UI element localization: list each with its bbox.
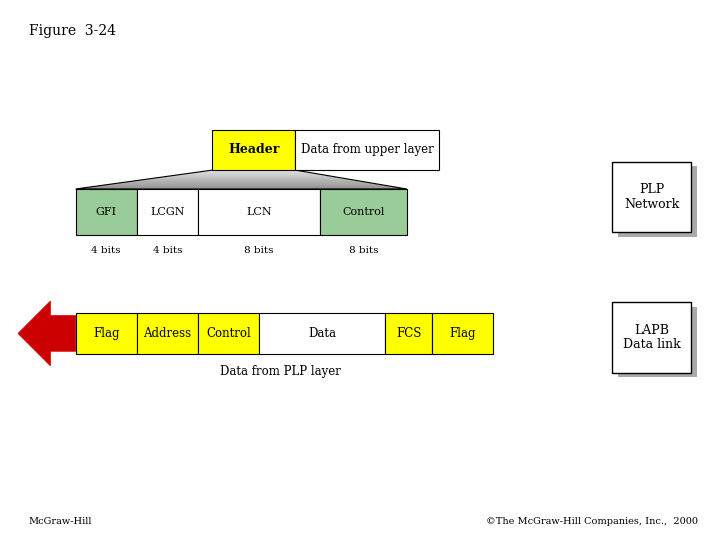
Text: PLP
Network: PLP Network — [624, 183, 679, 211]
Text: 8 bits: 8 bits — [349, 246, 378, 254]
Text: LAPB
Data link: LAPB Data link — [623, 323, 680, 352]
Bar — [198, 189, 320, 235]
Text: Address: Address — [143, 327, 192, 340]
Text: Figure  3-24: Figure 3-24 — [29, 24, 116, 38]
Text: Data from PLP layer: Data from PLP layer — [220, 364, 341, 377]
Bar — [618, 307, 697, 377]
Text: ©The McGraw-Hill Companies, Inc.,  2000: ©The McGraw-Hill Companies, Inc., 2000 — [487, 517, 698, 526]
Bar — [137, 313, 198, 354]
Bar — [212, 130, 295, 170]
Bar — [295, 130, 439, 170]
Bar — [137, 189, 198, 235]
Bar — [385, 313, 432, 354]
Text: Control: Control — [343, 207, 384, 217]
Text: McGraw-Hill: McGraw-Hill — [29, 517, 92, 526]
Text: 8 bits: 8 bits — [245, 246, 274, 254]
Bar — [432, 313, 493, 354]
Text: LCN: LCN — [246, 207, 272, 217]
Text: 4 bits: 4 bits — [91, 246, 121, 254]
Polygon shape — [18, 301, 76, 366]
Text: Flag: Flag — [93, 327, 120, 340]
Text: Flag: Flag — [449, 327, 476, 340]
Text: 4 bits: 4 bits — [153, 246, 182, 254]
Text: FCS: FCS — [396, 327, 421, 340]
Bar — [612, 162, 691, 232]
Text: Control: Control — [206, 327, 251, 340]
Text: Data from upper layer: Data from upper layer — [301, 143, 433, 157]
Text: Header: Header — [228, 143, 279, 157]
Bar — [618, 166, 697, 237]
Bar — [259, 313, 385, 354]
Text: LCGN: LCGN — [150, 207, 184, 217]
Bar — [76, 189, 137, 235]
Bar — [612, 302, 691, 373]
Bar — [320, 189, 407, 235]
Bar — [76, 313, 137, 354]
Text: Data: Data — [308, 327, 336, 340]
Bar — [198, 313, 259, 354]
Text: GFI: GFI — [96, 207, 117, 217]
